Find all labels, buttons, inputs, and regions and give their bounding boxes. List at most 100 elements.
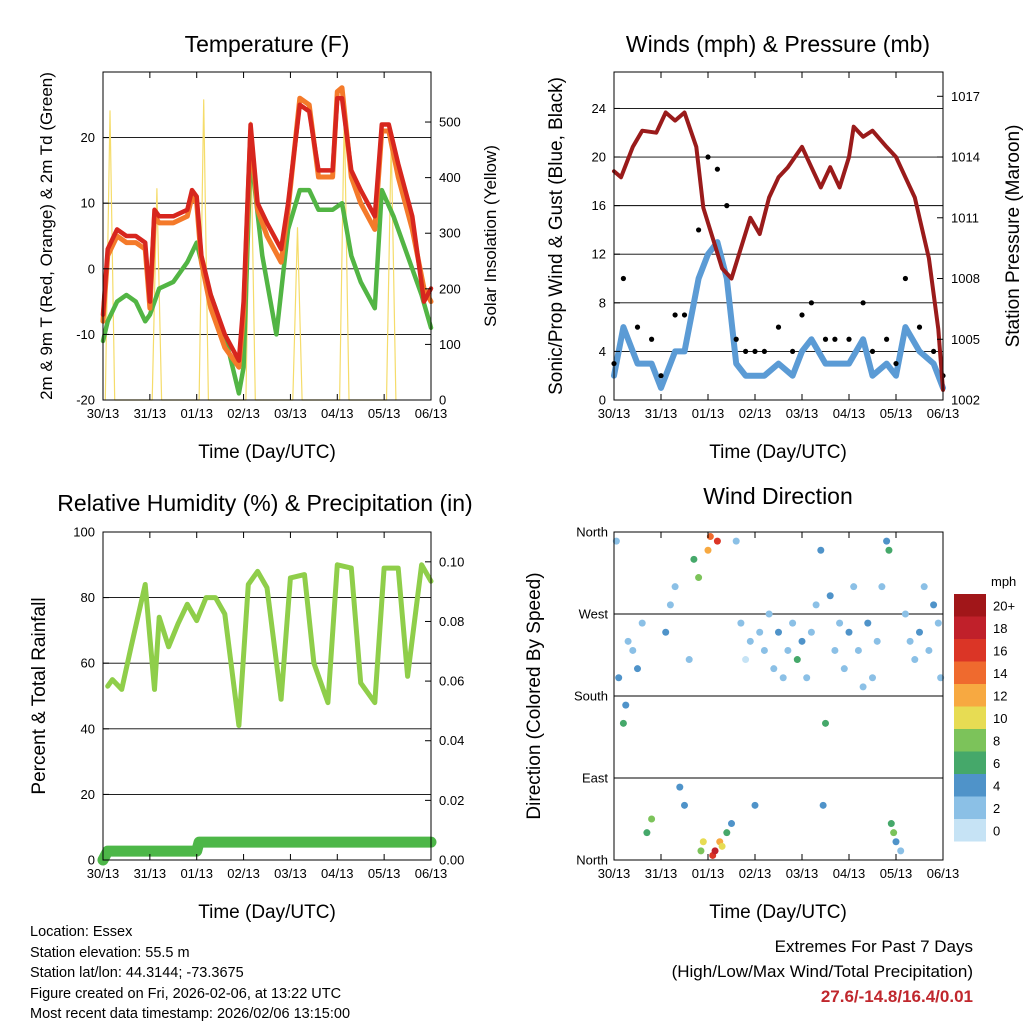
direction-point [934, 619, 942, 627]
direction-point [864, 619, 872, 627]
humidity-series [97, 562, 437, 866]
direction-point [732, 537, 740, 545]
temperature-frame [102, 71, 432, 401]
x-tick-label: 02/13 [739, 406, 772, 421]
legend-label: 0 [993, 823, 1000, 838]
y-tick-label: 12 [592, 247, 606, 262]
gust-point [743, 348, 749, 355]
y-tick-label: 20 [81, 787, 95, 802]
y2-tick-label: 500 [439, 115, 461, 130]
legend-swatch [954, 774, 986, 797]
humidity-y-label: Percent & Total Rainfall [29, 597, 50, 794]
gust-point [916, 324, 923, 330]
direction-point [685, 656, 693, 664]
direction-point [784, 646, 792, 654]
recent-timestamp-text: Most recent data timestamp: 2026/02/06 1… [30, 1006, 351, 1022]
direction-point [925, 646, 933, 654]
gust-point [808, 300, 815, 306]
x-tick-label: 04/13 [833, 406, 866, 421]
gust-point [696, 227, 702, 233]
direction-point [906, 637, 914, 645]
direction-tick-label: West [579, 607, 609, 622]
direction-gridlines [614, 531, 943, 861]
temperature-y2-ticks: 0 100 200 300 400 500 [425, 115, 461, 408]
winds-series [611, 110, 946, 392]
legend-swatch [954, 706, 986, 729]
direction-point [869, 674, 876, 682]
legend-swatch [954, 819, 986, 842]
gust-point [658, 373, 664, 379]
winds-panel: Winds (mph) & Pressure (mb) 04812162024 … [546, 31, 1024, 463]
gust-point [649, 336, 655, 342]
legend-label: 6 [993, 756, 1000, 771]
gust-point [672, 312, 678, 318]
extremes-values: 27.6/-14.8/16.4/0.01 [820, 987, 973, 1006]
winds-y2-label: Station Pressure (Maroon) [1003, 125, 1024, 348]
speed-legend: mph 20+ 18 16 14 12 10 8 6 4 2 0 [954, 574, 1016, 842]
x-tick-label: 03/13 [274, 406, 307, 421]
humidity-title: Relative Humidity (%) & Precipitation (i… [57, 490, 472, 516]
direction-point [706, 533, 714, 541]
humidity-panel: Relative Humidity (%) & Precipitation (i… [29, 490, 473, 923]
x-tick-label: 30/13 [87, 406, 120, 421]
gust-point [790, 348, 796, 355]
y2-tick-label: 400 [439, 170, 461, 185]
legend-title: mph [991, 574, 1016, 589]
temperature-y-ticks: -20 -10 0 10 20 [76, 130, 109, 408]
direction-point [737, 619, 745, 627]
y-tick-label: -10 [76, 327, 95, 342]
direction-point [671, 583, 679, 591]
legend-label: 12 [993, 688, 1007, 703]
y-tick-label: 0 [88, 261, 95, 276]
direction-point [765, 610, 773, 618]
direction-point [666, 601, 674, 609]
x-tick-label: 06/13 [415, 866, 448, 881]
direction-point [756, 628, 764, 636]
direction-point [916, 628, 923, 636]
winds-x-label: Time (Day/UTC) [709, 442, 847, 463]
legend-swatch [954, 796, 986, 819]
x-tick-label: 30/13 [87, 866, 120, 881]
gust-point [893, 360, 899, 367]
y-tick-label: 8 [599, 295, 606, 310]
gust-point [705, 154, 711, 160]
y2-tick-label: 300 [439, 226, 461, 241]
direction-point [845, 628, 853, 636]
legend-label: 2 [993, 801, 1000, 816]
temperature-title: Temperature (F) [185, 31, 350, 57]
x-tick-label: 31/13 [134, 406, 167, 421]
winds-y-label: Sonic/Prop Wind & Gust (Blue, Black) [546, 77, 567, 395]
temperature-series [100, 85, 434, 401]
direction-tick-label: North [576, 853, 608, 868]
direction-point [883, 537, 891, 545]
direction-point [770, 665, 778, 673]
direction-point [634, 665, 641, 673]
y2-tick-label: 0.06 [439, 674, 464, 689]
legend-label: 10 [993, 711, 1007, 726]
latlon-text: Station lat/lon: 44.3144; -73.3675 [30, 965, 244, 981]
x-tick-label: 01/13 [180, 866, 213, 881]
x-tick-label: 31/13 [134, 866, 167, 881]
direction-point [887, 820, 895, 828]
legend-swatch [954, 661, 986, 684]
direction-point [779, 674, 787, 682]
created-text: Figure created on Fri, 2026-02-06, at 13… [30, 985, 342, 1002]
direction-tick-label: East [582, 771, 608, 786]
y2-tick-label: 0.02 [439, 793, 464, 808]
gust-point [634, 324, 641, 330]
x-tick-label: 03/13 [786, 406, 819, 421]
gust-point [846, 336, 852, 342]
legend-label: 18 [993, 621, 1007, 636]
temperature-x-ticks: 30/13 31/13 01/13 02/13 03/13 04/13 05/13 06/13 [87, 72, 447, 421]
direction-point [890, 829, 898, 837]
gust-point [733, 336, 739, 342]
y2-tick-label: 1017 [951, 89, 980, 104]
x-tick-label: 06/13 [927, 866, 960, 881]
direction-point [897, 847, 905, 855]
direction-x-label: Time (Day/UTC) [709, 902, 847, 923]
gust-point [724, 203, 730, 209]
x-tick-label: 01/13 [692, 406, 725, 421]
series-line-wind [611, 239, 946, 391]
x-tick-label: 03/13 [786, 866, 819, 881]
series-line-relative-humidity [105, 562, 434, 728]
